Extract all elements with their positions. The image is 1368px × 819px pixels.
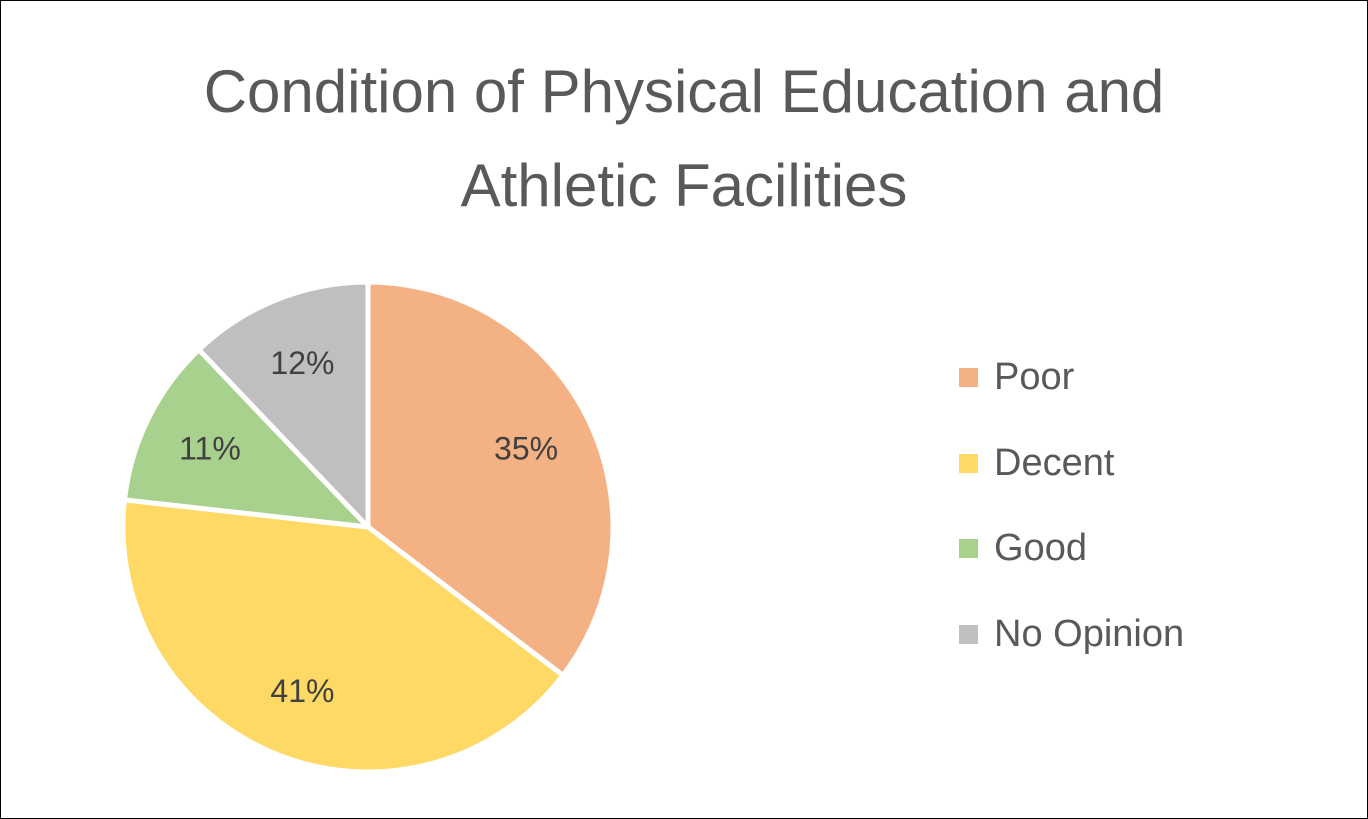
legend-swatch-good (959, 539, 978, 558)
legend-swatch-no-opinion (959, 624, 978, 644)
legend-item-poor: Poor (959, 349, 1184, 406)
chart-title-line-2: Athletic Facilities (460, 152, 908, 219)
legend-swatch-decent (959, 453, 978, 473)
pie-slice-poor (365, 279, 616, 678)
legend-label-no-opinion: No Opinion (994, 612, 1185, 655)
pie-slice-good (122, 347, 371, 530)
pie-slice-decent (120, 497, 566, 775)
data-label-poor: 35% (494, 431, 558, 467)
legend-label-good: Good (994, 527, 1087, 569)
legend-label-poor: Poor (994, 356, 1075, 398)
legend: Poor Decent Good No Opinion (959, 349, 1184, 691)
pie-slice-no-opinion (196, 279, 371, 530)
legend-swatch-poor (959, 368, 978, 387)
chart-title-line-1: Condition of Physical Education and (203, 58, 1165, 125)
legend-item-decent: Decent (959, 435, 1184, 492)
legend-item-no-opinion: No Opinion (959, 606, 1184, 663)
legend-label-decent: Decent (994, 441, 1115, 484)
data-label-decent: 41% (270, 673, 334, 709)
legend-item-good: Good (959, 520, 1184, 577)
chart-title: Condition of Physical Education and Athl… (1, 45, 1367, 233)
data-label-good: 11% (179, 431, 241, 467)
data-label-no-opinion: 12% (270, 345, 334, 381)
